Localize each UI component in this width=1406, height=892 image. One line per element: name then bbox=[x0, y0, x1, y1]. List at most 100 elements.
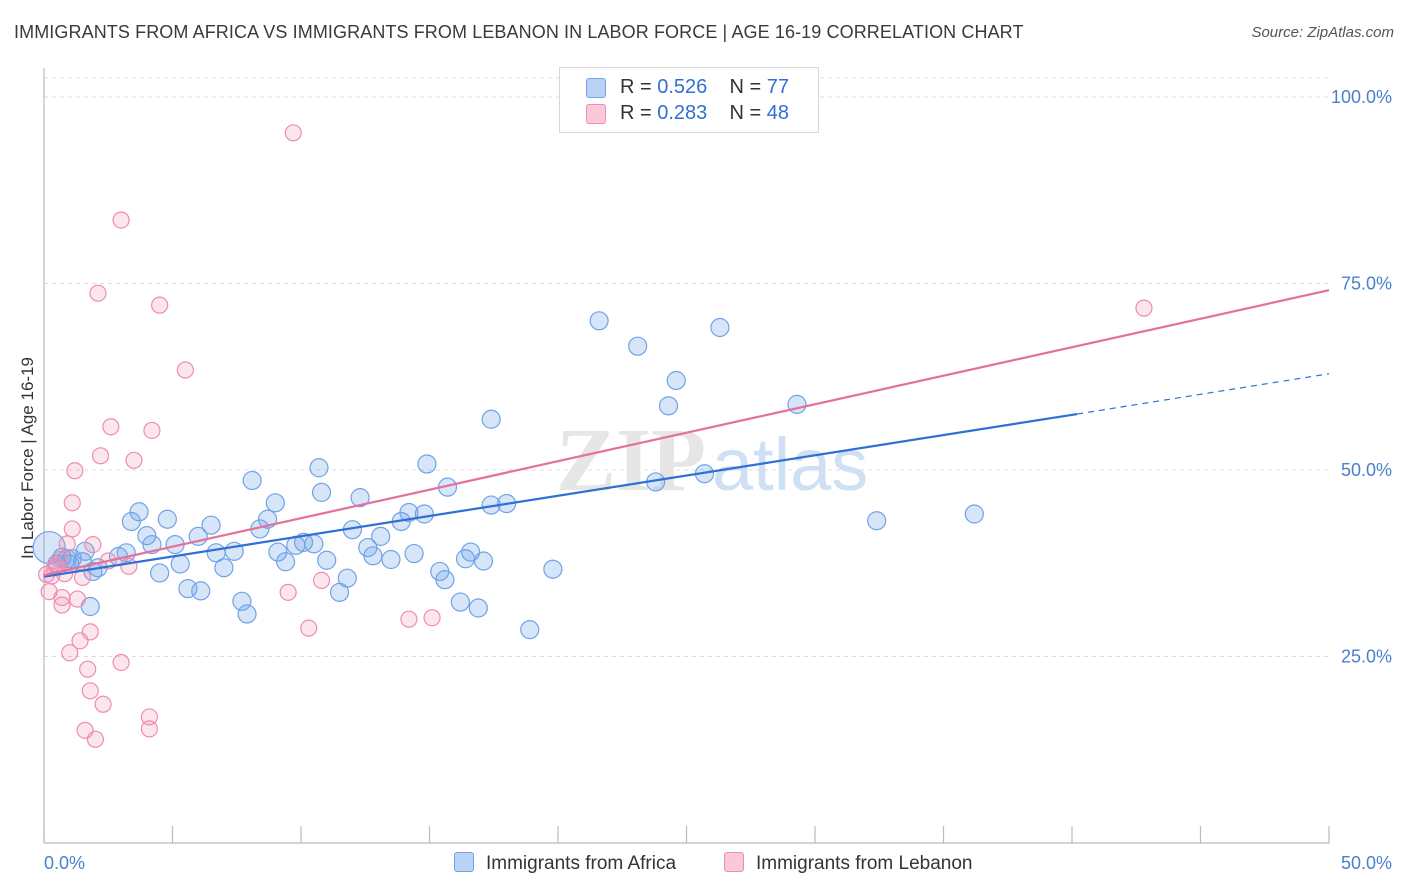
africa-point bbox=[414, 504, 434, 524]
lebanon-point bbox=[312, 571, 331, 590]
lebanon-point bbox=[91, 447, 110, 465]
lebanon-point bbox=[79, 660, 97, 678]
lebanon-point bbox=[400, 610, 418, 628]
africa-point bbox=[417, 454, 437, 474]
africa-point bbox=[481, 409, 501, 429]
watermark-atlas: atlas bbox=[712, 423, 868, 506]
africa-point bbox=[309, 458, 329, 478]
africa-point bbox=[142, 534, 162, 555]
lebanon-point bbox=[112, 653, 130, 672]
legend-r-label: R = bbox=[620, 102, 652, 124]
africa-point bbox=[137, 526, 157, 546]
lebanon-point bbox=[143, 421, 161, 440]
africa-point bbox=[964, 504, 984, 524]
bottom-legend-swatch-africa bbox=[454, 852, 474, 872]
africa-point bbox=[867, 511, 887, 531]
africa-point bbox=[371, 526, 391, 546]
y-tick-label: 25.0% bbox=[1341, 647, 1392, 667]
lebanon-point bbox=[94, 695, 112, 713]
africa-point bbox=[275, 552, 296, 572]
africa-point bbox=[543, 559, 563, 579]
legend-swatch-africa bbox=[586, 78, 606, 98]
legend-n-label: N = bbox=[729, 102, 762, 124]
africa-point bbox=[191, 581, 211, 601]
bottom-legend-africa: Immigrants from Africa bbox=[454, 852, 676, 875]
africa-trend-extension bbox=[1077, 373, 1330, 415]
lebanon-point bbox=[423, 609, 441, 627]
tick-labels: 100.0% 75.0% 50.0% 25.0% 0.0% 50.0% bbox=[44, 87, 1392, 873]
africa-point bbox=[363, 546, 383, 566]
x-tick-label-max: 50.0% bbox=[1341, 853, 1392, 873]
lebanon-point bbox=[176, 361, 194, 379]
africa-trend-line bbox=[43, 412, 1078, 578]
y-tick-label: 50.0% bbox=[1341, 460, 1392, 480]
lebanon-point bbox=[89, 284, 107, 302]
lebanon-point bbox=[140, 708, 158, 726]
gridlines bbox=[44, 77, 1329, 657]
lebanon-trend-line bbox=[43, 289, 1330, 577]
lebanon-point bbox=[86, 730, 105, 748]
legend-lebanon-n: 48 bbox=[766, 102, 790, 124]
lebanon-point bbox=[61, 644, 79, 662]
legend: R = 0.526 N = 77 R = 0.283 N = 48 bbox=[559, 67, 819, 133]
africa-point bbox=[170, 554, 190, 574]
lebanon-point bbox=[279, 583, 297, 601]
lebanon-point bbox=[68, 590, 87, 608]
africa-point bbox=[450, 592, 470, 612]
africa-point bbox=[399, 502, 419, 523]
africa-point bbox=[268, 542, 288, 562]
lebanon-point bbox=[53, 588, 71, 607]
lebanon-point bbox=[81, 682, 99, 700]
watermark-zip: ZIP bbox=[556, 411, 706, 510]
africa-point bbox=[658, 396, 679, 416]
lebanon-point bbox=[84, 535, 102, 554]
lebanon-point bbox=[58, 535, 76, 553]
bottom-legend-label-lebanon: Immigrants from Lebanon bbox=[756, 853, 973, 874]
axes bbox=[43, 68, 1330, 844]
lebanon-point bbox=[151, 296, 169, 314]
y-tick-label: 100.0% bbox=[1331, 87, 1392, 107]
trend-lines bbox=[43, 289, 1330, 578]
africa-point bbox=[710, 317, 730, 338]
lebanon-point bbox=[120, 557, 138, 575]
lebanon-point bbox=[63, 520, 81, 538]
lebanon-point bbox=[66, 462, 84, 480]
lebanon-points bbox=[37, 124, 1153, 748]
africa-point bbox=[311, 482, 332, 502]
africa-point bbox=[589, 311, 609, 331]
lebanon-point bbox=[63, 494, 81, 512]
africa-point bbox=[214, 558, 234, 578]
legend-r-label: R = bbox=[620, 76, 652, 98]
x-tick-label-min: 0.0% bbox=[44, 853, 85, 873]
africa-point bbox=[404, 543, 424, 564]
legend-n-label: N = bbox=[729, 76, 762, 98]
bottom-legend-swatch-lebanon bbox=[724, 852, 744, 872]
africa-point bbox=[293, 532, 314, 552]
watermark: ZIP atlas bbox=[556, 411, 868, 510]
lebanon-point bbox=[1135, 299, 1153, 317]
legend-africa-r: 0.526 bbox=[657, 76, 708, 98]
lebanon-point bbox=[284, 124, 302, 142]
legend-africa-n: 77 bbox=[766, 76, 790, 98]
legend-lebanon-r: 0.283 bbox=[657, 102, 708, 124]
africa-point bbox=[473, 551, 494, 571]
africa-point bbox=[628, 336, 648, 356]
africa-point bbox=[304, 534, 324, 554]
africa-point bbox=[350, 488, 370, 508]
africa-point bbox=[520, 620, 540, 640]
lebanon-point bbox=[81, 623, 99, 641]
africa-point bbox=[337, 568, 357, 588]
africa-point bbox=[150, 563, 170, 583]
africa-point bbox=[129, 502, 149, 522]
africa-point bbox=[242, 470, 262, 491]
africa-point bbox=[435, 570, 455, 590]
y-tick-label: 75.0% bbox=[1341, 274, 1392, 294]
africa-point bbox=[232, 591, 252, 611]
africa-point bbox=[468, 598, 488, 618]
africa-point bbox=[201, 515, 221, 535]
bottom-legend-label-africa: Immigrants from Africa bbox=[486, 853, 677, 874]
lebanon-point bbox=[125, 451, 143, 469]
africa-point bbox=[157, 509, 177, 529]
bottom-legend-lebanon: Immigrants from Lebanon bbox=[724, 852, 973, 875]
